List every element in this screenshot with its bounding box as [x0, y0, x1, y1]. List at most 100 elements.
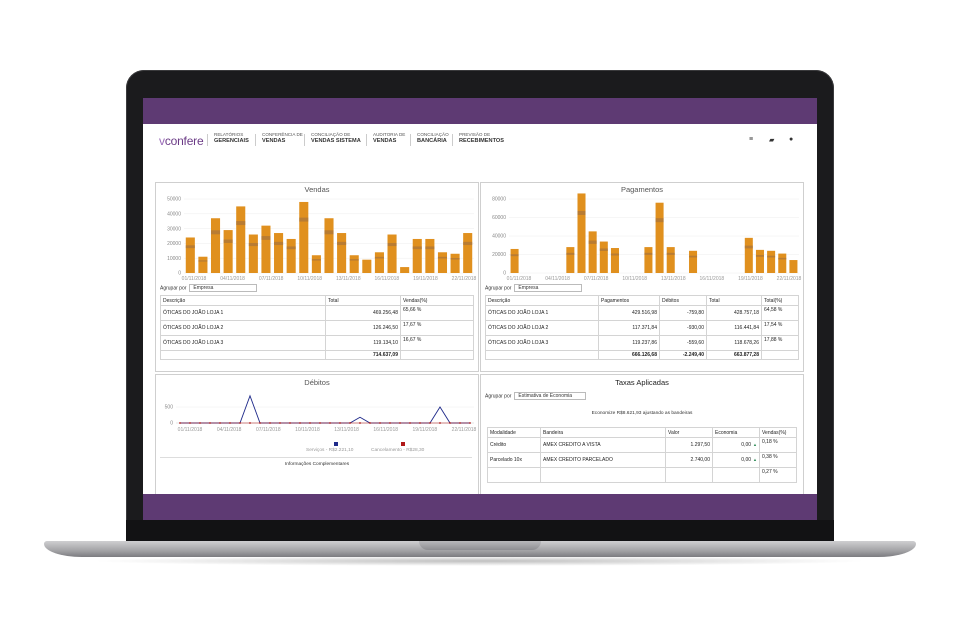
- bar-segment: [374, 256, 384, 259]
- bar-segment: [599, 248, 608, 251]
- bar: [655, 202, 664, 273]
- table-total-row: 714.637,09: [160, 350, 474, 360]
- bar-segment: [223, 239, 233, 243]
- bar-segment: [655, 218, 664, 223]
- bar: [755, 249, 764, 273]
- data-point: [359, 422, 361, 424]
- x-tick-label: 01/11/2018: [507, 276, 532, 282]
- table-row[interactable]: ÓTICAS DO JOÃO LOJA 2 117.371,84 -930,00 11…: [485, 320, 799, 336]
- up-arrow-icon: ▲: [753, 457, 757, 462]
- bar-segment: [437, 256, 448, 259]
- y-tick-label: 0: [170, 421, 173, 427]
- bar-segment: [689, 255, 698, 258]
- info-complementares[interactable]: Informações Complementares: [284, 462, 350, 467]
- nav-previsao[interactable]: PREVISÃO DE RECEBIMENTOS: [459, 132, 504, 144]
- x-tick-label: 22/11/2018: [777, 276, 802, 282]
- table-row[interactable]: ÓTICAS DO JOÃO LOJA 1 469.256,48 65,66 %: [160, 305, 474, 321]
- table-row[interactable]: Parcelado 10x AMEX CREDITO PARCELADO 2.740…: [487, 452, 797, 468]
- bar: [437, 252, 448, 273]
- data-point: [379, 422, 381, 424]
- x-tick-label: 22/11/2018: [452, 276, 477, 282]
- bar-segment: [324, 230, 334, 235]
- debitos-title: Débitos: [304, 378, 330, 387]
- nav-relatorios[interactable]: RELATÓRIOS GERENCIAIS: [214, 132, 249, 144]
- bar-segment: [299, 217, 309, 222]
- data-point: [269, 422, 271, 424]
- debitos-panel: Débitos 500 0 01/11/2018 04/11/2018 07/11/20…: [155, 374, 479, 500]
- nav-divider: [366, 134, 367, 146]
- bar-segment: [185, 245, 195, 249]
- bar-segment: [236, 221, 246, 226]
- bar: [689, 250, 698, 273]
- x-tick-label: 13/11/2018: [334, 427, 359, 433]
- bar: [599, 241, 608, 273]
- bar-segment: [425, 246, 435, 250]
- data-point: [279, 422, 281, 424]
- bar-segment: [588, 240, 597, 244]
- data-point: [419, 422, 421, 424]
- top-banner: [143, 98, 817, 124]
- nav-conferencia[interactable]: CONFERÊNCIA DE VENDAS: [262, 132, 303, 144]
- debitos-legend-services[interactable]: Serviços - R$2.221,10: [306, 442, 353, 453]
- bar: [400, 267, 410, 273]
- data-point: [239, 422, 241, 424]
- data-point: [449, 422, 451, 424]
- laptop-shadow: [90, 556, 870, 566]
- data-point: [219, 422, 221, 424]
- taxas-group-select[interactable]: Estimativa de Economia: [514, 392, 587, 400]
- bar-segment: [610, 253, 619, 256]
- data-point: [319, 422, 321, 424]
- table-row[interactable]: 0,27 %: [487, 467, 797, 483]
- x-tick-label: 16/11/2018: [375, 276, 400, 282]
- table-row[interactable]: ÓTICAS DO JOÃO LOJA 1 429.516,98 -759,80 42…: [485, 305, 799, 321]
- data-point: [259, 422, 261, 424]
- bar: [767, 250, 776, 273]
- table-row[interactable]: Crédito AMEX CREDITO A VISTA 1.297,50 0,00…: [487, 437, 797, 453]
- user-icon[interactable]: ●: [789, 136, 794, 143]
- taxas-group-row: Agrupar por Estimativa de Economia: [485, 392, 587, 400]
- x-tick-label: 10/11/2018: [297, 276, 322, 282]
- data-point: [369, 422, 371, 424]
- pagamentos-group-select[interactable]: Empresa: [514, 284, 583, 292]
- table-row[interactable]: ÓTICAS DO JOÃO LOJA 3 119.237,86 -559,60 11…: [485, 335, 799, 351]
- nav-conciliacao-bancaria[interactable]: CONCILIAÇÃO BANCÁRIA: [417, 132, 449, 144]
- y-tick-label: 30000: [167, 226, 181, 232]
- logo[interactable]: vconfere: [159, 134, 204, 148]
- bar: [185, 237, 195, 273]
- bar: [463, 233, 473, 273]
- bar: [425, 238, 435, 273]
- data-point: [309, 422, 311, 424]
- debitos-legend-cancel[interactable]: Cancelamento - R$28,30: [371, 442, 424, 453]
- taxas-table: Modalidade Bandeira Valor Economia Venda…: [487, 427, 797, 483]
- table-row[interactable]: ÓTICAS DO JOÃO LOJA 3 119.134,10 16,67 %: [160, 335, 474, 351]
- legend-swatch-red: [401, 442, 405, 446]
- bar: [337, 233, 347, 273]
- bar: [198, 256, 208, 273]
- bar: [577, 193, 586, 273]
- bar: [412, 238, 422, 273]
- bar: [248, 234, 258, 273]
- nav-conciliacao-vendas[interactable]: CONCILIAÇÃO DE VENDAS SISTEMA: [311, 132, 361, 144]
- bar: [210, 218, 221, 273]
- menu-icon[interactable]: ≡: [749, 136, 754, 143]
- nav-divider: [207, 134, 208, 146]
- y-tick-label: 60000: [492, 215, 506, 221]
- vendas-group-select[interactable]: Empresa: [189, 284, 258, 292]
- taxas-panel: Taxas Aplicadas Agrupar por Estimativa de…: [480, 374, 804, 500]
- x-tick-label: 16/11/2018: [700, 276, 725, 282]
- bar-segment: [387, 242, 397, 247]
- bar-segment: [510, 254, 519, 257]
- bar-segment: [210, 230, 221, 235]
- y-tick-label: 0: [178, 271, 181, 277]
- table-row[interactable]: ÓTICAS DO JOÃO LOJA 2 126.246,50 17,67 %: [160, 320, 474, 336]
- bar: [324, 218, 334, 273]
- pagamentos-table: Descrição Pagamentos Débitos Total Total…: [485, 295, 799, 360]
- nav-auditoria[interactable]: AUDITORIA DE VENDAS: [373, 132, 406, 144]
- laptop-bezel: [126, 520, 834, 544]
- bar: [510, 248, 519, 273]
- nav-divider: [255, 134, 256, 146]
- x-tick-label: 07/11/2018: [584, 276, 609, 282]
- bar-segment: [248, 242, 258, 247]
- chat-icon[interactable]: ▰: [769, 137, 775, 144]
- bar-segment: [767, 255, 776, 258]
